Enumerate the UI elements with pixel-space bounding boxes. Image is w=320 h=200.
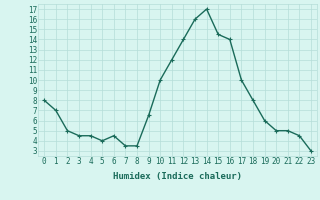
X-axis label: Humidex (Indice chaleur): Humidex (Indice chaleur) [113, 172, 242, 181]
